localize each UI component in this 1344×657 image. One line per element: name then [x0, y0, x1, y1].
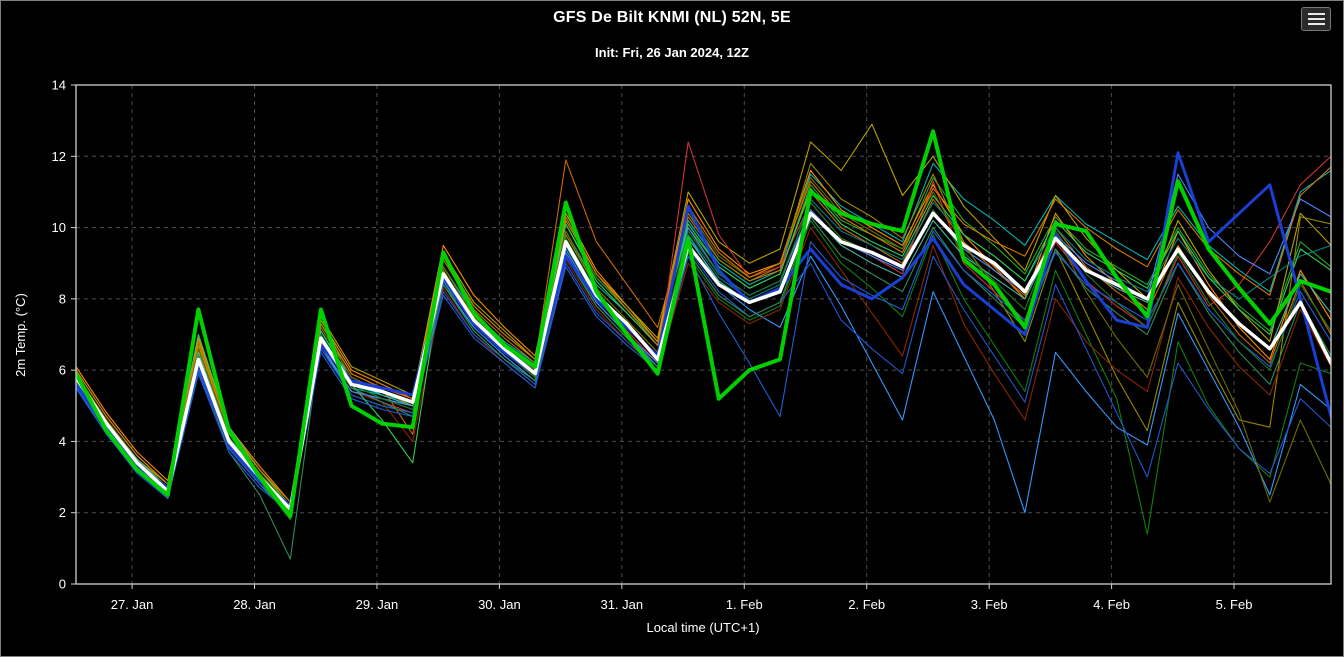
chart-title: GFS De Bilt KNMI (NL) 52N, 5E — [553, 9, 791, 26]
axis-ticks — [71, 84, 1235, 589]
y-tick-label: 2 — [59, 505, 66, 520]
hamburger-icon — [1307, 13, 1325, 15]
x-tick-label: 30. Jan — [478, 597, 521, 612]
series-member-08 — [76, 162, 1331, 510]
x-axis-title: Local time (UTC+1) — [646, 620, 759, 635]
x-tick-label: 2. Feb — [848, 597, 885, 612]
series-member-14 — [76, 216, 1331, 560]
x-tick-label: 5. Feb — [1216, 597, 1253, 612]
x-tick-label: 1. Feb — [726, 597, 763, 612]
series-member-16 — [76, 177, 1331, 507]
series-member-17 — [76, 212, 1331, 510]
x-tick-label: 3. Feb — [971, 597, 1008, 612]
y-tick-label: 8 — [59, 291, 66, 306]
y-tick-label: 10 — [52, 220, 66, 235]
series-ensemble-mean — [76, 211, 1331, 511]
plot-border — [75, 84, 1332, 585]
y-tick-label: 12 — [52, 149, 66, 164]
y-tick-label: 14 — [52, 78, 66, 93]
x-tick-label: 31. Jan — [601, 597, 644, 612]
x-tick-label: 29. Jan — [356, 597, 399, 612]
y-tick-label: 0 — [59, 577, 66, 592]
series-lines — [76, 123, 1331, 560]
chart-subtitle: Init: Fri, 26 Jan 2024, 12Z — [595, 45, 749, 60]
x-tick-label: 4. Feb — [1093, 597, 1130, 612]
axis-tick-labels: 0 2 4 6 8 10 12 14 27. Jan 28. Jan 29. Jan 30. Jan 3… — [52, 78, 1253, 613]
y-axis-title: 2m Temp. (°C) — [13, 293, 28, 377]
series-member-06 — [76, 159, 1331, 510]
series-member-05 — [76, 169, 1331, 503]
hamburger-icon — [1307, 23, 1325, 25]
x-tick-label: 27. Jan — [111, 597, 154, 612]
y-tick-label: 6 — [59, 363, 66, 378]
series-member-20 — [76, 202, 1331, 521]
export-menu-button[interactable] — [1301, 7, 1331, 31]
x-tick-label: 28. Jan — [233, 597, 276, 612]
series-member-11 — [76, 248, 1331, 510]
y-tick-label: 4 — [59, 434, 66, 449]
hamburger-icon — [1307, 18, 1325, 20]
series-member-03 — [76, 162, 1331, 507]
series-operational-run — [76, 129, 1331, 519]
series-member-19 — [76, 166, 1331, 503]
gridlines — [76, 85, 1331, 584]
